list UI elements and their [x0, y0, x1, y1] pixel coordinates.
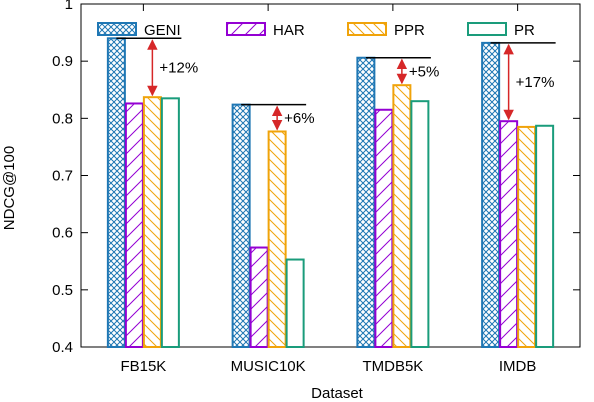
- bar-geni-imdb: [481, 41, 501, 349]
- bar-geni-music10k: [231, 103, 251, 349]
- bar-har-music10k: [249, 246, 269, 348]
- bar-geni-fb15k: [106, 37, 126, 349]
- legend-swatch-har: [226, 22, 266, 36]
- legend-swatch-geni: [97, 22, 137, 36]
- bar-har-tmdb5k: [374, 108, 394, 348]
- bar-ppr-imdb: [517, 125, 537, 348]
- bar-pr-fb15k: [160, 97, 180, 348]
- x-tick-label: FB15K: [120, 358, 166, 375]
- y-tick-label: 0.7: [52, 168, 73, 185]
- x-tick-label: MUSIC10K: [231, 358, 306, 375]
- bar-geni-tmdb5k: [356, 56, 376, 349]
- x-axis-title: Dataset: [311, 385, 364, 402]
- improvement-label: +17%: [516, 74, 555, 91]
- bar-ppr-tmdb5k: [392, 84, 412, 348]
- bar-ppr-music10k: [267, 130, 287, 348]
- y-tick-label: 1: [65, 0, 73, 13]
- legend-swatch-pr: [467, 22, 507, 36]
- legend-label-geni: GENI: [144, 22, 181, 39]
- bar-pr-imdb: [535, 124, 555, 348]
- legend-swatch-ppr: [347, 22, 387, 36]
- y-tick-label: 0.9: [52, 53, 73, 70]
- improvement-label: +6%: [284, 110, 314, 127]
- bar-har-fb15k: [124, 102, 144, 348]
- legend-label-ppr: PPR: [394, 22, 425, 39]
- y-tick-label: 0.6: [52, 225, 73, 242]
- y-tick-label: 0.5: [52, 282, 73, 299]
- bar-pr-music10k: [285, 258, 305, 348]
- x-tick-label: IMDB: [499, 358, 537, 375]
- bar-ppr-fb15k: [142, 96, 162, 348]
- x-tick-label: TMDB5K: [362, 358, 423, 375]
- improvement-label: +12%: [159, 60, 198, 77]
- bar-pr-tmdb5k: [410, 100, 430, 348]
- improvement-label: +5%: [409, 63, 439, 80]
- plot-area: 0.4 0.5 0.6 0.7 0.8 0.9 1 FB15K MUSIC10K TMDB5K IM…: [52, 0, 581, 375]
- y-tick-label: 0.8: [52, 110, 73, 127]
- y-tick-label: 0.4: [52, 339, 73, 356]
- y-axis-title: NDCG@100: [1, 146, 18, 230]
- legend-label-pr: PR: [514, 22, 535, 39]
- legend-label-har: HAR: [273, 22, 305, 39]
- bar-har-imdb: [499, 120, 519, 348]
